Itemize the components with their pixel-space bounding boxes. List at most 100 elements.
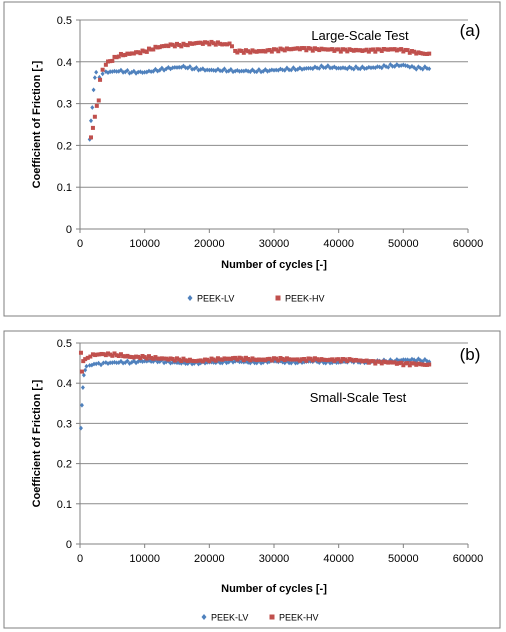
y-tick-label: 0.2	[57, 140, 72, 152]
legend-marker	[275, 295, 281, 301]
data-point	[166, 357, 171, 362]
data-point	[386, 47, 391, 52]
data-point	[267, 356, 272, 361]
data-point	[394, 361, 399, 366]
y-tick-label: 0.3	[57, 99, 72, 111]
data-point	[401, 62, 406, 68]
data-point	[422, 51, 427, 56]
data-point	[287, 360, 292, 366]
data-point	[371, 359, 376, 364]
data-point	[263, 49, 268, 54]
data-point	[369, 47, 373, 52]
data-point	[291, 46, 296, 51]
data-point	[399, 47, 404, 52]
data-point	[103, 62, 108, 67]
data-point	[235, 50, 240, 55]
data-point	[412, 361, 417, 366]
data-point	[181, 356, 186, 361]
data-point	[129, 51, 134, 56]
data-point	[175, 356, 179, 361]
x-tick-label: 20000	[194, 553, 225, 565]
data-point	[315, 65, 320, 71]
data-point	[308, 46, 313, 51]
data-point	[140, 48, 145, 53]
data-point	[215, 66, 220, 72]
data-point	[157, 359, 162, 365]
series-peek-lv	[87, 62, 432, 142]
data-point	[386, 360, 391, 365]
data-point	[261, 48, 266, 53]
data-point	[90, 125, 95, 130]
data-point	[192, 359, 197, 364]
data-point	[190, 66, 195, 72]
data-point	[183, 42, 188, 47]
data-point	[196, 67, 201, 73]
data-point	[144, 356, 149, 361]
data-point	[200, 41, 205, 46]
data-point	[146, 46, 151, 51]
data-point	[224, 360, 229, 366]
data-point	[297, 47, 302, 52]
data-point	[422, 356, 427, 362]
data-point	[209, 67, 214, 73]
data-point	[412, 65, 417, 70]
data-point	[185, 359, 190, 364]
data-point	[403, 47, 408, 52]
data-point	[325, 358, 330, 363]
data-point	[231, 356, 236, 361]
data-point	[347, 64, 352, 70]
data-point	[118, 352, 123, 357]
data-point	[198, 40, 203, 45]
data-point	[254, 358, 259, 363]
data-point	[353, 357, 358, 362]
data-point	[397, 47, 402, 52]
data-point	[295, 357, 300, 362]
data-point	[172, 358, 177, 363]
data-point	[302, 46, 307, 51]
data-point	[414, 362, 419, 367]
data-point	[356, 358, 361, 363]
data-point	[360, 48, 365, 53]
data-point	[381, 46, 386, 51]
data-point	[166, 44, 171, 49]
data-point	[351, 358, 356, 363]
data-point	[356, 48, 361, 53]
data-point	[222, 42, 227, 47]
data-point	[358, 358, 363, 363]
data-point	[237, 355, 242, 360]
data-point	[129, 355, 134, 360]
data-point	[287, 357, 292, 362]
legend: PEEK-LV PEEK-HV	[201, 613, 319, 623]
data-point	[209, 356, 214, 361]
data-point	[224, 356, 229, 361]
data-point	[401, 363, 406, 368]
data-point	[91, 87, 96, 93]
legend-marker	[269, 614, 275, 620]
data-point	[319, 357, 324, 362]
data-point	[131, 51, 136, 56]
data-point	[263, 358, 268, 363]
data-point	[127, 354, 132, 359]
data-point	[338, 49, 343, 54]
chart-frame	[3, 330, 501, 629]
data-point	[328, 357, 333, 362]
data-point	[239, 68, 244, 74]
data-point	[358, 48, 363, 53]
data-point	[220, 360, 225, 366]
data-point	[246, 49, 251, 54]
data-point	[330, 47, 335, 52]
data-point	[136, 354, 141, 359]
data-point	[175, 41, 179, 46]
data-point	[114, 360, 119, 366]
data-point	[373, 49, 378, 54]
data-point	[213, 358, 218, 363]
data-point	[276, 49, 281, 54]
data-point	[274, 358, 279, 364]
data-point	[377, 359, 382, 364]
data-point	[246, 360, 251, 365]
data-point	[388, 360, 393, 365]
data-point	[183, 65, 188, 71]
panel-label: (a)	[460, 21, 481, 40]
data-point	[79, 369, 84, 374]
series-peek-hv	[78, 350, 432, 374]
